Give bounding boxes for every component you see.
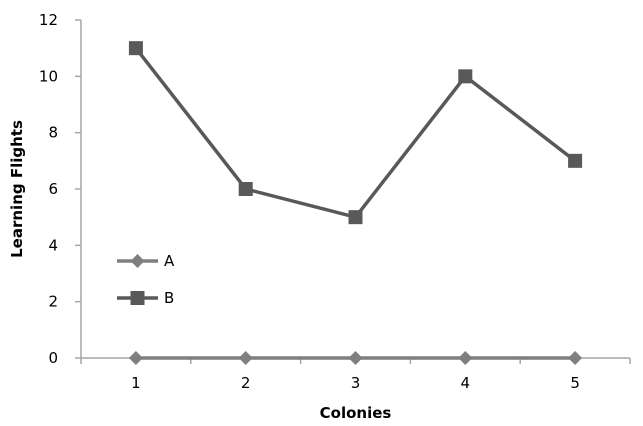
legend-item-a: A	[117, 252, 175, 270]
legend-label: A	[164, 252, 175, 270]
y-tick-label: 2	[48, 293, 58, 311]
y-tick-label: 8	[48, 124, 58, 142]
y-tick-label: 10	[39, 67, 58, 85]
data-point	[128, 351, 143, 365]
legend-marker	[130, 291, 145, 305]
y-tick-label: 12	[39, 11, 58, 29]
x-tick-label: 1	[131, 374, 141, 392]
series-b	[128, 41, 583, 225]
y-axis-ticks: 0 2 4 6 8 10 12	[39, 11, 81, 367]
data-point	[568, 351, 583, 365]
x-tick-label: 2	[241, 374, 251, 392]
series-a	[128, 351, 583, 365]
data-point	[238, 182, 253, 196]
data-point	[458, 351, 473, 365]
data-point	[458, 69, 473, 84]
data-point	[348, 351, 363, 365]
legend-item-b: B	[117, 289, 174, 307]
series-line	[134, 47, 577, 220]
y-axis-title: Learning Flights	[8, 120, 26, 258]
y-tick-label: 4	[48, 236, 58, 254]
data-point	[238, 351, 253, 365]
legend-marker	[130, 254, 145, 268]
legend: AB	[117, 252, 175, 307]
x-tick-label: 4	[461, 374, 471, 392]
y-tick-label: 6	[48, 180, 58, 198]
series-layer	[128, 41, 583, 365]
legend-label: B	[164, 289, 174, 307]
y-tick-label: 0	[48, 349, 58, 367]
data-point	[128, 41, 143, 56]
x-tick-label: 3	[351, 374, 361, 392]
data-point	[348, 210, 363, 225]
data-point	[568, 153, 583, 168]
x-axis-title: Colonies	[320, 404, 392, 422]
x-tick-label: 5	[570, 374, 580, 392]
